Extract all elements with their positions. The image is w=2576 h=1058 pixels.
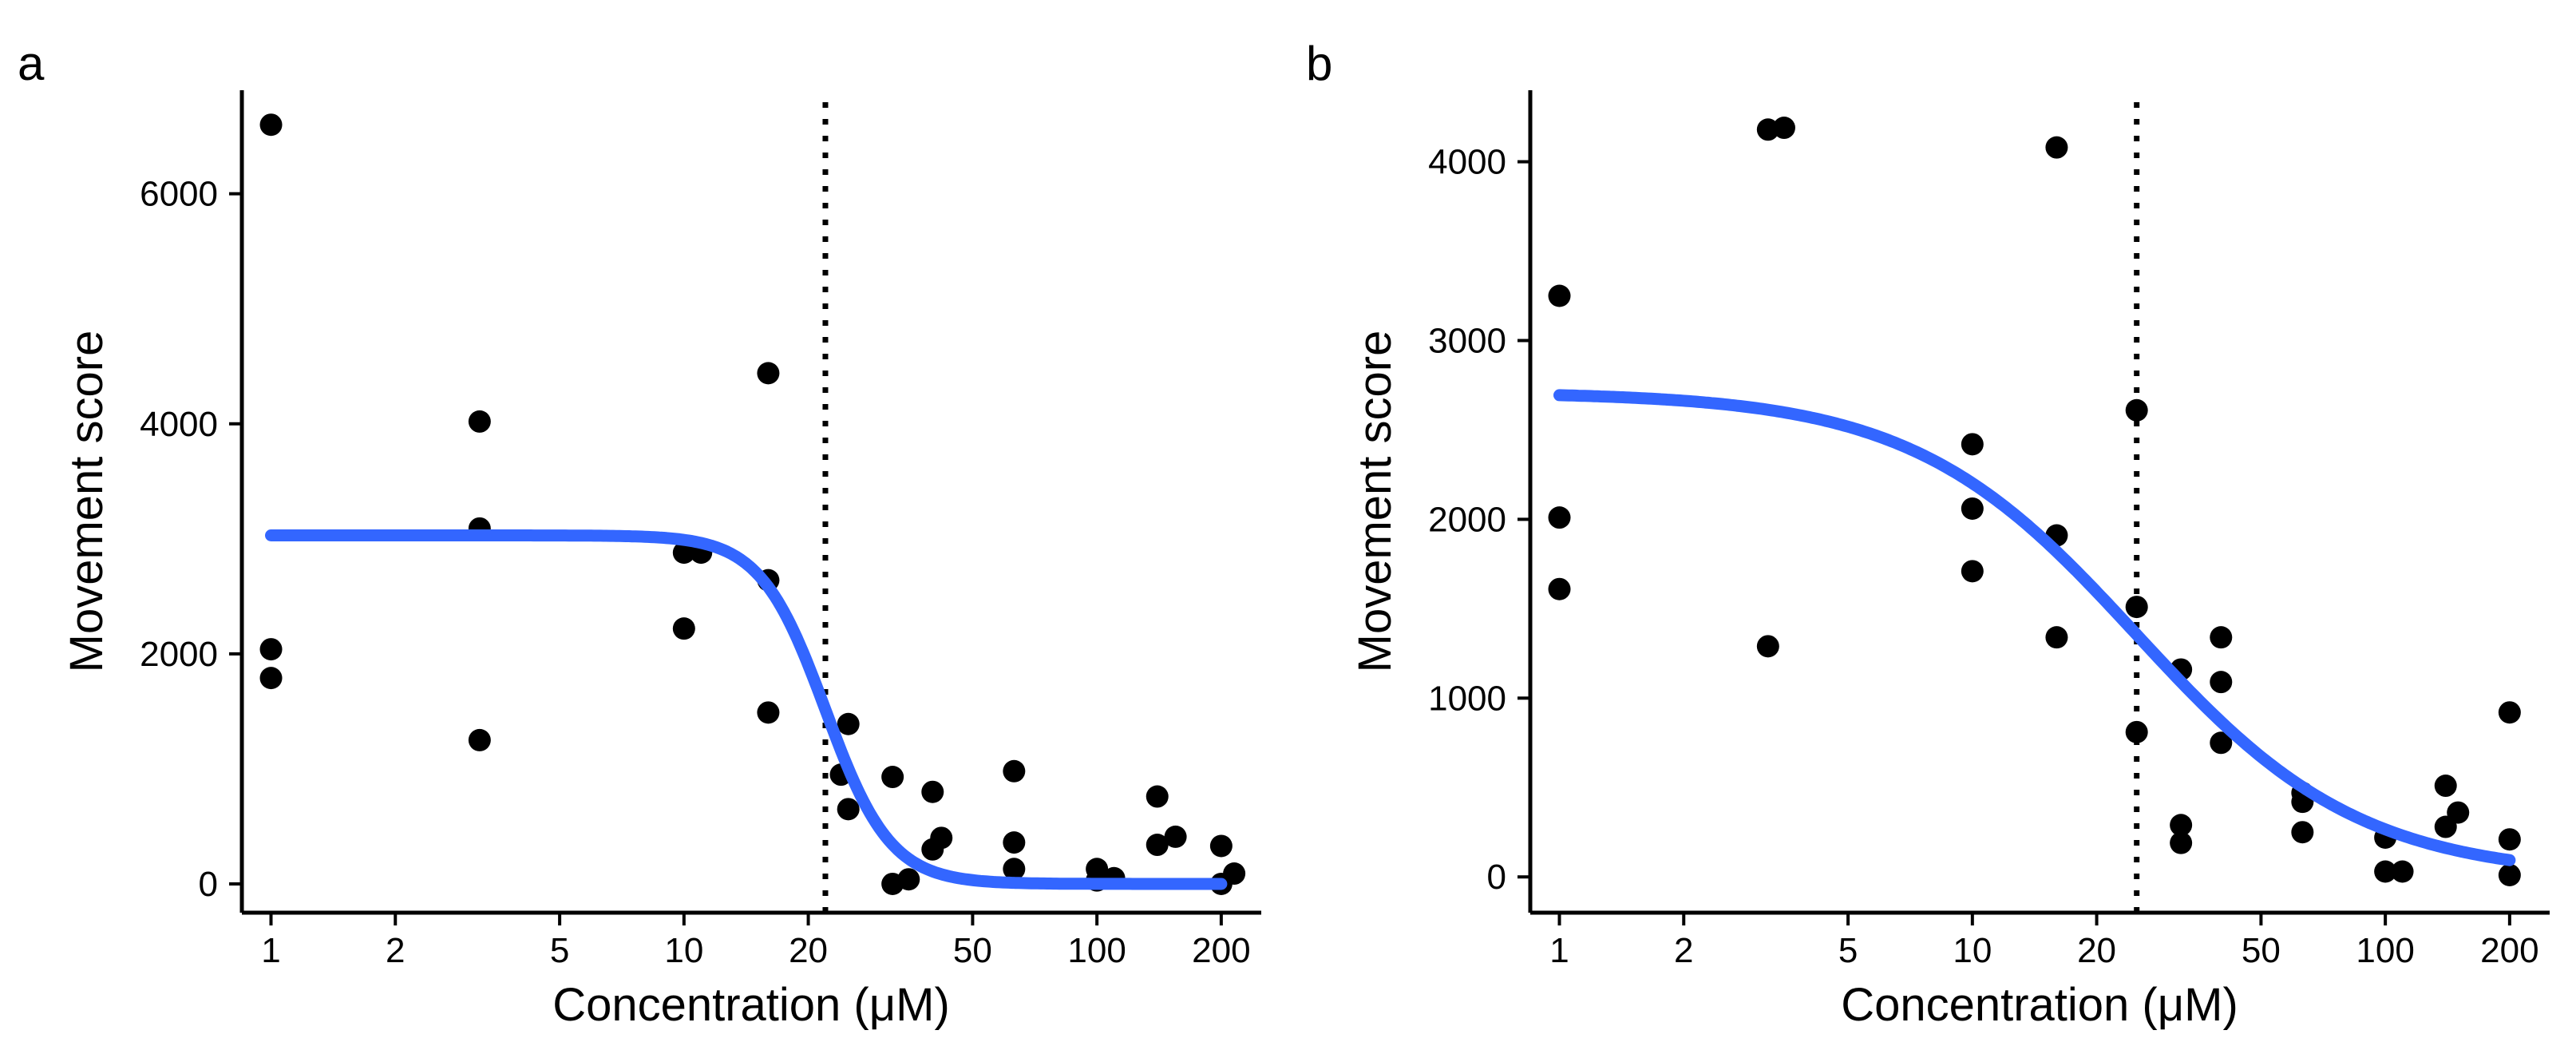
data-point-2	[259, 638, 283, 661]
data-point-10	[757, 362, 780, 385]
chart-a-y-ticks: 0 2000 4000 6000	[140, 175, 242, 904]
chart-a-y-axis-label: Movement score	[61, 331, 113, 673]
data-point-1	[259, 113, 283, 137]
data-point-18	[897, 868, 920, 891]
data-point-13	[837, 712, 860, 735]
y-tick-label-3000: 3000	[1428, 321, 1506, 360]
chart-a-x-axis-label: Concentration (μM)	[552, 979, 950, 1031]
data-point-2	[1548, 506, 1571, 529]
data-point-21	[2210, 731, 2233, 755]
y-tick-label-2000: 2000	[1428, 500, 1506, 539]
data-point-32	[2498, 828, 2521, 851]
data-point-17	[2170, 814, 2193, 837]
chart-panel-a: a 1 2 5 10 20 50 100 200 0 2000 4000 6000 Concentr…	[18, 37, 1261, 1031]
x-tick-label-2: 2	[1674, 931, 1693, 970]
chart-b-svg: b 1 2 5 10 20 50 100 200 0 1000 2000 3000 4000 Conc…	[1306, 37, 2550, 1031]
data-point-9	[1961, 560, 1984, 583]
chart-a-marks	[259, 102, 1246, 913]
data-point-3	[259, 667, 283, 690]
data-point-30	[1146, 834, 1169, 857]
data-point-28	[1146, 785, 1169, 808]
x-tick-label-20: 20	[789, 931, 828, 970]
data-point-7	[672, 541, 695, 565]
data-point-31	[1209, 834, 1233, 858]
chart-a-svg: a 1 2 5 10 20 50 100 200 0 2000 4000 6000 Concentr…	[18, 37, 1261, 1031]
x-tick-label-1: 1	[261, 931, 280, 970]
data-point-5	[1772, 117, 1795, 140]
data-point-12	[757, 701, 780, 724]
data-point-13	[2125, 398, 2148, 422]
data-point-24	[2291, 821, 2314, 844]
y-tick-label-4000: 4000	[1428, 143, 1506, 182]
data-point-31	[2498, 701, 2521, 724]
chart-b-marks	[1548, 102, 2521, 913]
data-point-24	[1003, 858, 1026, 881]
panel-label-a: a	[18, 37, 45, 90]
x-tick-label-10: 10	[664, 931, 703, 970]
x-tick-label-10: 10	[1953, 931, 1992, 970]
x-tick-label-50: 50	[953, 931, 992, 970]
chart-b-x-ticks: 1 2 5 10 20 50 100 200	[1549, 913, 2539, 970]
data-point-12	[2045, 626, 2068, 649]
x-tick-label-200: 200	[1192, 931, 1250, 970]
data-point-9	[672, 617, 695, 640]
data-point-8	[1961, 497, 1984, 520]
data-point-33	[2498, 863, 2521, 886]
fit-curve	[1553, 389, 2516, 866]
chart-b-y-axis-label: Movement score	[1349, 331, 1401, 673]
x-tick-label-50: 50	[2242, 931, 2281, 970]
data-point-15	[2125, 720, 2148, 743]
data-point-19	[2210, 626, 2233, 649]
data-point-27	[2391, 860, 2414, 883]
y-tick-label-0: 0	[199, 865, 218, 904]
data-point-6	[468, 728, 491, 751]
y-tick-label-2000: 2000	[140, 635, 218, 674]
chart-b-x-axis-label: Concentration (μM)	[1841, 979, 2238, 1031]
y-tick-label-6000: 6000	[140, 175, 218, 214]
panel-label-b: b	[1306, 37, 1332, 90]
y-tick-label-1000: 1000	[1428, 679, 1506, 718]
fit-curve	[265, 529, 1228, 890]
chart-b-y-ticks: 0 1000 2000 3000 4000	[1428, 143, 1530, 897]
x-tick-label-2: 2	[386, 931, 405, 970]
data-point-14	[2125, 596, 2148, 619]
chart-panel-b: b 1 2 5 10 20 50 100 200 0 1000 2000 3000 4000 Conc…	[1288, 0, 2576, 1058]
data-point-28	[2434, 775, 2457, 798]
data-point-7	[1961, 433, 1984, 456]
data-point-21	[921, 838, 944, 861]
data-point-29	[1164, 825, 1187, 848]
data-point-4	[468, 410, 491, 433]
x-tick-label-1: 1	[1549, 931, 1569, 970]
y-tick-label-4000: 4000	[140, 405, 218, 444]
data-point-3	[1548, 577, 1571, 600]
data-point-10	[2045, 136, 2068, 159]
x-tick-label-100: 100	[1067, 931, 1126, 970]
data-point-19	[921, 780, 944, 803]
data-point-15	[837, 798, 860, 821]
chart-a-x-ticks: 1 2 5 10 20 50 100 200	[261, 913, 1251, 970]
data-point-16	[881, 766, 904, 789]
data-point-22	[1003, 759, 1026, 783]
data-point-23	[1003, 831, 1026, 854]
x-tick-label-200: 200	[2480, 931, 2538, 970]
data-point-26	[2374, 860, 2397, 883]
data-point-6	[1756, 635, 1779, 658]
data-point-20	[2210, 671, 2233, 694]
y-tick-label-0: 0	[1487, 858, 1506, 897]
data-point-1	[1548, 284, 1571, 307]
x-tick-label-20: 20	[2077, 931, 2116, 970]
data-point-18	[2170, 831, 2193, 854]
x-tick-label-5: 5	[550, 931, 569, 970]
x-tick-label-5: 5	[1838, 931, 1858, 970]
x-tick-label-100: 100	[2356, 931, 2414, 970]
data-point-30	[2434, 815, 2457, 838]
